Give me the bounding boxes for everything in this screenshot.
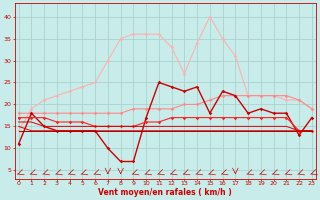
X-axis label: Vent moyen/en rafales ( km/h ): Vent moyen/en rafales ( km/h ) [98, 188, 232, 197]
